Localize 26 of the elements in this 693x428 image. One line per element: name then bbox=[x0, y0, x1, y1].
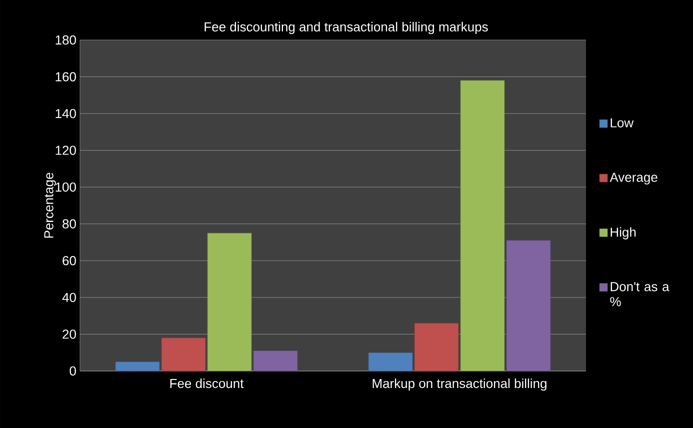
y-tick-label: 80 bbox=[62, 219, 76, 228]
legend-label: Don't as a % bbox=[610, 282, 670, 306]
bar bbox=[207, 232, 252, 371]
y-axis-title: Percentage bbox=[44, 172, 56, 238]
y-tick-label: 40 bbox=[62, 292, 76, 302]
bar bbox=[161, 338, 206, 371]
y-tick-label: 120 bbox=[56, 146, 76, 155]
legend-label: High bbox=[610, 227, 636, 240]
y-tick-label: 180 bbox=[56, 35, 76, 45]
chart-title: Fee discounting and transactional billing markups bbox=[204, 22, 488, 34]
x-tick-label: Fee discount bbox=[170, 378, 244, 388]
bar bbox=[506, 240, 551, 371]
legend-label: Average bbox=[610, 172, 658, 184]
bar bbox=[460, 80, 505, 371]
y-tick-label: 140 bbox=[56, 108, 76, 118]
y-tick-label: 160 bbox=[56, 72, 76, 82]
y-tick-label: 60 bbox=[62, 256, 76, 266]
x-tick-label: Markup on transactional billing bbox=[372, 378, 546, 391]
legend-label: Low bbox=[610, 118, 634, 128]
bar bbox=[116, 362, 160, 371]
bar bbox=[368, 352, 413, 371]
y-tick-label: 0 bbox=[70, 366, 76, 376]
y-tick-label: 20 bbox=[62, 330, 76, 339]
bar bbox=[414, 322, 459, 371]
bar bbox=[253, 350, 298, 371]
y-tick-label: 100 bbox=[56, 182, 76, 192]
